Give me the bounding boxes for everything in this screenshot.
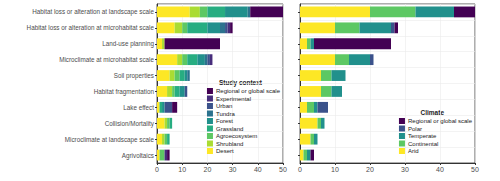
svg-text:Habitat loss or alteration at: Habitat loss or alteration at microhabit… bbox=[27, 24, 155, 31]
svg-text:Polar: Polar bbox=[408, 126, 422, 132]
svg-text:Microclimate at microhabitat s: Microclimate at microhabitat scale bbox=[59, 56, 154, 63]
svg-text:20: 20 bbox=[366, 166, 374, 173]
svg-text:40: 40 bbox=[436, 166, 444, 173]
svg-text:Temperate: Temperate bbox=[408, 133, 437, 139]
svg-text:Urban: Urban bbox=[216, 103, 232, 109]
svg-text:Tundra: Tundra bbox=[216, 111, 235, 117]
svg-text:Microclimate at landscape scal: Microclimate at landscape scale bbox=[65, 136, 155, 144]
svg-text:Forest: Forest bbox=[216, 118, 233, 124]
svg-text:50: 50 bbox=[471, 166, 479, 173]
svg-text:Land-use planning: Land-use planning bbox=[102, 40, 154, 48]
svg-text:0: 0 bbox=[155, 166, 159, 173]
svg-text:Study context: Study context bbox=[219, 79, 263, 87]
svg-text:40: 40 bbox=[254, 166, 262, 173]
svg-text:Arid: Arid bbox=[408, 148, 419, 154]
svg-text:50: 50 bbox=[279, 166, 287, 173]
svg-text:Regional or global scale: Regional or global scale bbox=[408, 118, 473, 124]
svg-text:Regional or global scale: Regional or global scale bbox=[216, 88, 281, 94]
svg-text:Soil properties: Soil properties bbox=[114, 72, 154, 80]
svg-text:Agroecosystem: Agroecosystem bbox=[216, 133, 257, 139]
svg-text:Experimental: Experimental bbox=[216, 96, 251, 102]
svg-text:Agrivoltaics: Agrivoltaics bbox=[122, 152, 154, 160]
svg-text:Habitat fragmentation: Habitat fragmentation bbox=[94, 88, 155, 96]
svg-text:20: 20 bbox=[204, 166, 212, 173]
svg-text:10: 10 bbox=[178, 166, 186, 173]
svg-text:Grassland: Grassland bbox=[216, 126, 243, 132]
svg-text:Lake effect: Lake effect bbox=[123, 104, 154, 111]
svg-text:Collision/Mortality: Collision/Mortality bbox=[105, 120, 155, 128]
svg-text:Shrubland: Shrubland bbox=[216, 141, 243, 147]
svg-text:Desert: Desert bbox=[216, 148, 234, 154]
svg-text:30: 30 bbox=[229, 166, 237, 173]
svg-text:Climate: Climate bbox=[421, 109, 445, 116]
svg-text:30: 30 bbox=[401, 166, 409, 173]
svg-text:Habitat loss or alteration at: Habitat loss or alteration at landscape … bbox=[32, 8, 154, 16]
svg-text:Continental: Continental bbox=[408, 141, 438, 147]
svg-text:10: 10 bbox=[331, 166, 339, 173]
svg-text:0: 0 bbox=[298, 166, 302, 173]
